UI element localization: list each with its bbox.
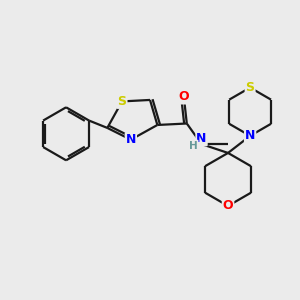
Text: S: S: [246, 81, 255, 94]
Text: N: N: [126, 133, 136, 146]
Text: N: N: [196, 132, 207, 145]
Text: H: H: [189, 141, 198, 151]
Text: N: N: [245, 129, 255, 142]
Text: S: S: [118, 95, 127, 108]
Text: O: O: [223, 200, 233, 212]
Text: O: O: [178, 91, 189, 103]
